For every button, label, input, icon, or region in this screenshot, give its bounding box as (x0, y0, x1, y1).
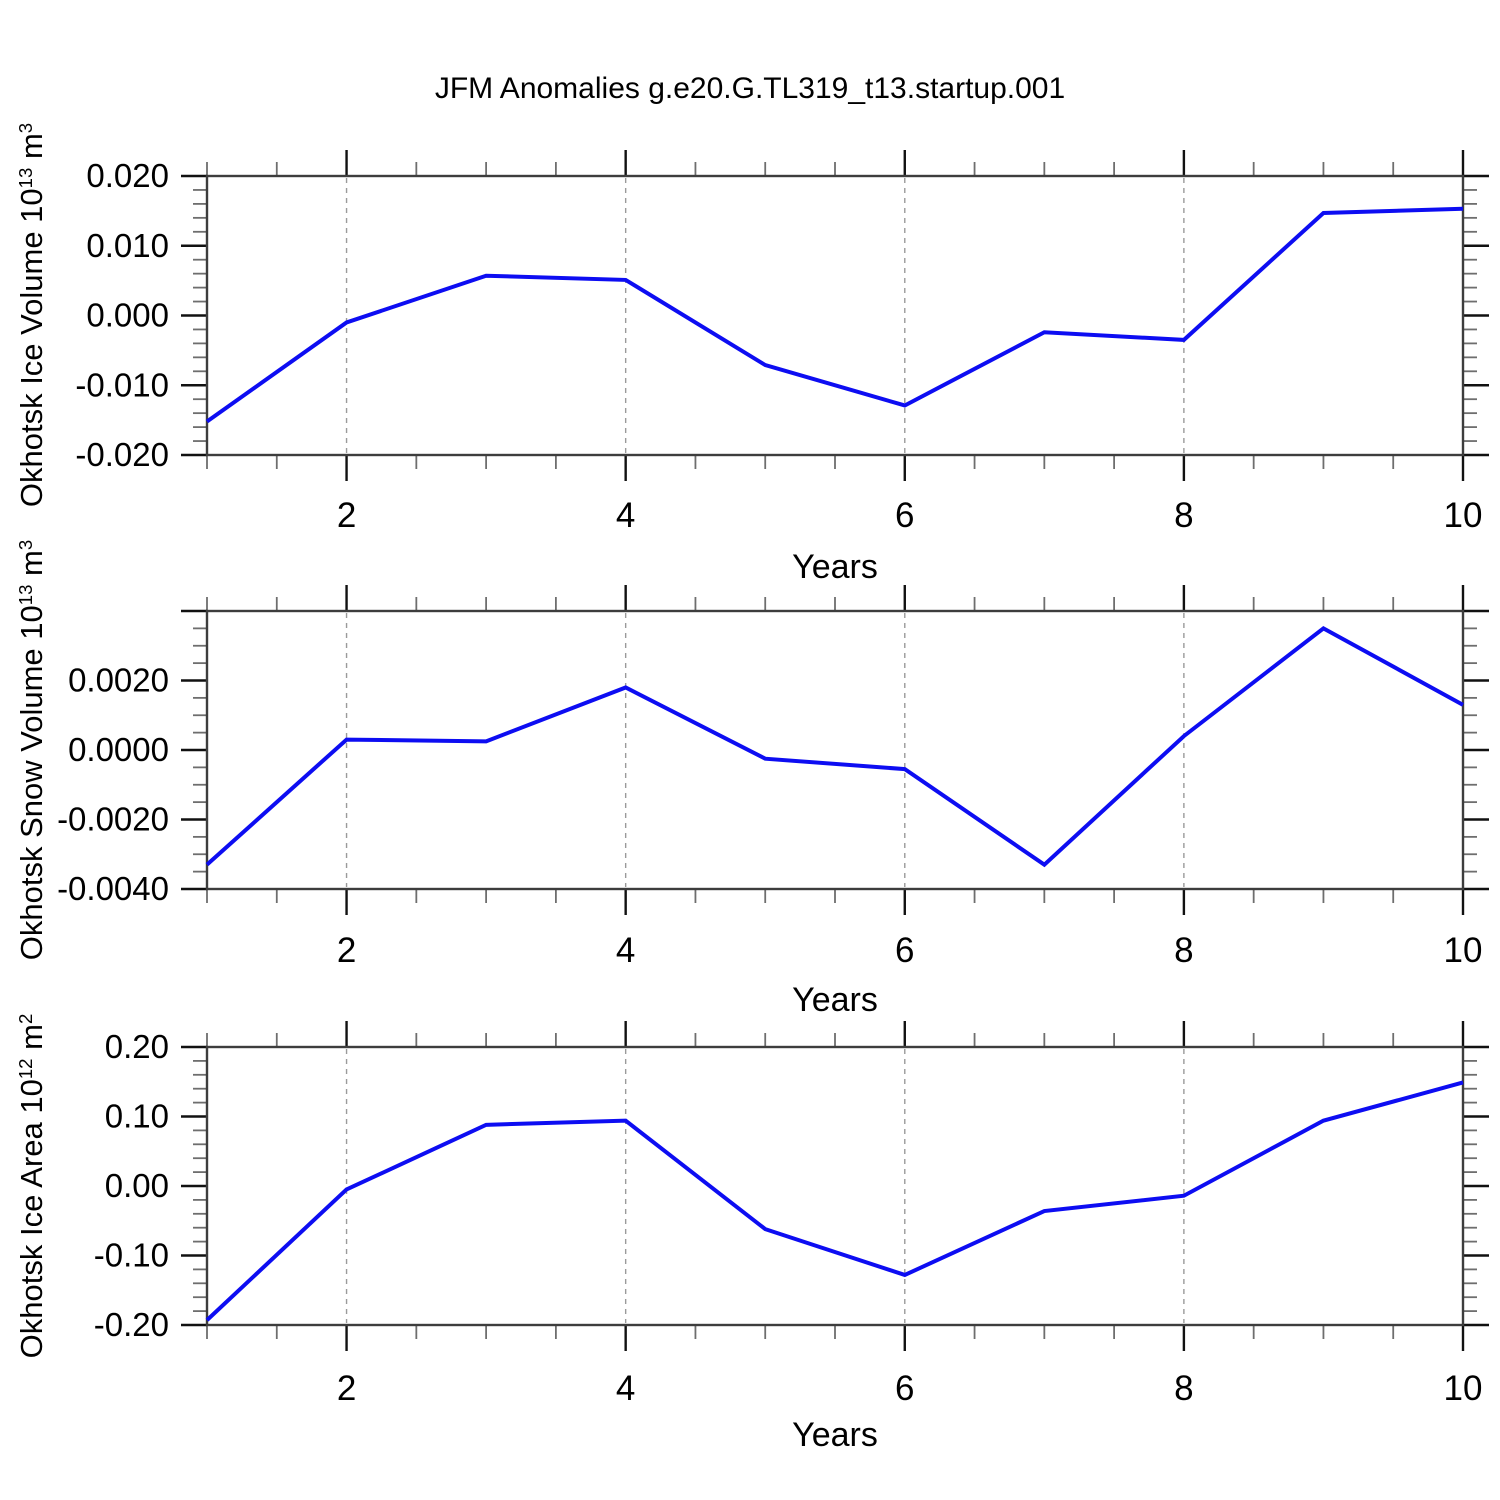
x-tick-label: 6 (895, 1369, 914, 1408)
panel-snow-volume: 0.0020 0.0000 -0.0020 -0.0040 2 4 6 8 10 (57, 585, 1489, 970)
tick-labels: 0.0020 0.0000 -0.0020 -0.0040 2 4 6 8 10 (57, 662, 1482, 971)
y-tick-label: -0.10 (94, 1237, 169, 1274)
x-tick-label: 4 (616, 496, 635, 535)
panel-ice-area: 0.20 0.10 0.00 -0.10 -0.20 2 4 6 8 10 (94, 1021, 1489, 1408)
x-tick-label: 8 (1174, 931, 1193, 970)
y-tick-label: 0.020 (86, 157, 169, 194)
y-tick-label: -0.010 (75, 366, 169, 403)
gridlines (345, 1049, 1185, 1323)
y-axis-title-exponent: 12 (14, 1058, 36, 1080)
tick-labels: 0.020 0.010 0.000 -0.010 -0.020 2 4 6 8 10 (75, 157, 1482, 535)
y-axis-title-text: Okhotsk Ice Area 10 (14, 1079, 49, 1359)
plot-frame (205, 609, 1465, 891)
y-axis-title-ice-area: Okhotsk Ice Area 1012 m2 (10, 866, 54, 1500)
panel-ice-volume: 0.020 0.010 0.000 -0.010 -0.020 2 4 6 8 10 (75, 150, 1489, 535)
y-axis-title-unit-exponent: 3 (14, 122, 36, 134)
y-tick-label: 0.000 (86, 297, 169, 334)
series-line (205, 625, 1464, 868)
figure-title: JFM Anomalies g.e20.G.TL319_t13.startup.… (434, 72, 1066, 105)
y-axis-title-unit: m (14, 550, 49, 585)
x-tick-label: 2 (337, 496, 356, 535)
x-tick-label: 10 (1444, 1369, 1483, 1408)
y-tick-label: 0.0020 (68, 662, 169, 699)
x-axis-title-panel-2: Years (792, 981, 878, 1019)
y-tick-label: 0.00 (105, 1167, 169, 1204)
plot-frame (205, 1045, 1465, 1327)
x-axis-title-panel-3: Years (792, 1416, 878, 1454)
x-tick-label: 6 (895, 931, 914, 970)
y-tick-label: 0.010 (86, 227, 169, 264)
x-tick-label: 8 (1174, 1369, 1193, 1408)
ticks (181, 585, 1489, 915)
gridlines (345, 613, 1185, 887)
y-tick-label: -0.20 (94, 1306, 169, 1343)
y-axis-title-unit-exponent: 2 (14, 1013, 36, 1025)
y-tick-label: 0.0000 (68, 731, 169, 768)
y-tick-label: -0.0040 (57, 870, 169, 907)
y-axis-title-exponent: 13 (14, 167, 36, 189)
x-tick-label: 8 (1174, 496, 1193, 535)
x-tick-label: 2 (337, 931, 356, 970)
x-axis-title-panel-1: Years (792, 548, 878, 586)
y-tick-label: -0.0020 (57, 801, 169, 838)
y-tick-label: 0.10 (105, 1098, 169, 1135)
x-tick-label: 2 (337, 1369, 356, 1408)
x-tick-label: 4 (616, 931, 635, 970)
y-axis-title-unit-exponent: 3 (14, 539, 36, 551)
plot-frame (205, 174, 1465, 457)
y-axis-title-unit: m (14, 1024, 49, 1059)
series-line (205, 206, 1464, 424)
series-line (205, 1080, 1464, 1322)
x-tick-label: 10 (1444, 931, 1483, 970)
x-tick-label: 6 (895, 496, 914, 535)
y-tick-label: 0.20 (105, 1028, 169, 1065)
tick-labels: 0.20 0.10 0.00 -0.10 -0.20 2 4 6 8 10 (94, 1028, 1483, 1408)
ticks (181, 150, 1489, 481)
y-axis-title-unit: m (14, 133, 49, 168)
y-axis-title-exponent: 13 (14, 584, 36, 606)
ticks (181, 1021, 1489, 1351)
x-tick-label: 4 (616, 1369, 635, 1408)
y-tick-label: -0.020 (75, 436, 169, 473)
x-tick-label: 10 (1444, 496, 1483, 535)
gridlines (345, 178, 1185, 453)
